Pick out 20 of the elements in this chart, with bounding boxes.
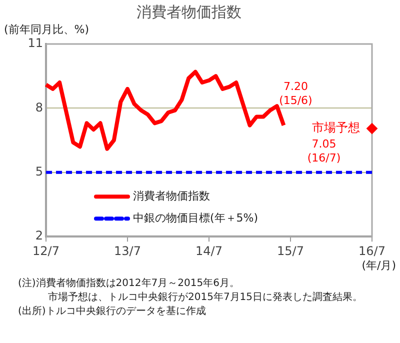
x-tick-label: 15/7 [277, 244, 304, 258]
y-axis-title: (前年同月比、%) [4, 22, 90, 37]
text: (注)消費者物価指数は2012年7月～2015年6月。 [18, 277, 240, 291]
x-tick-label: 12/7 [32, 244, 60, 258]
series-label: 市場予想 [312, 120, 360, 135]
chart-title: 消費者物価指数 [136, 2, 242, 21]
legend-label: 消費者物価指数 [133, 189, 210, 202]
y-tick-label: 5 [35, 164, 43, 179]
annotation: 7.20 (15/6) [279, 80, 312, 108]
x-tick-label: 14/7 [196, 244, 222, 258]
x-tick-label: 16/7 [358, 244, 386, 258]
y-tick-label: 8 [35, 100, 43, 114]
y-tick-label: 11 [28, 36, 43, 50]
x-axis-title: (年/月) [360, 258, 397, 273]
text: 市場予想は、トルコ中央銀行が2015年7月15日に発表した調査結果。 [47, 291, 364, 305]
y-tick-label: 2 [35, 228, 43, 243]
annotation: 7.05 (16/7) [307, 137, 341, 164]
text: (出所)トルコ中央銀行のデータを基に作成 [18, 305, 207, 319]
x-tick-label: 13/7 [114, 244, 141, 258]
legend-label: 中銀の物価目標(年＋5%) [133, 211, 258, 224]
